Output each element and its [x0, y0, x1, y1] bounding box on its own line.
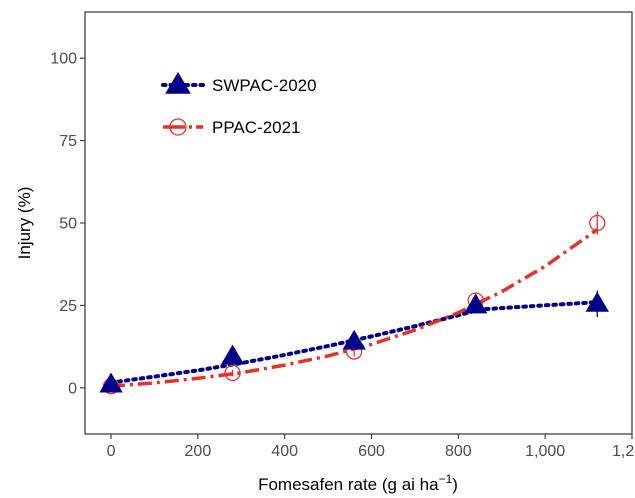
data-point-triangle [464, 293, 488, 314]
y-axis: 0 25 50 75 100 [50, 51, 85, 397]
y-axis-title: Injury (%) [15, 187, 34, 260]
data-point-triangle [342, 329, 366, 350]
x-axis-title-superscript: −1 [439, 472, 453, 486]
data-point-circle [224, 364, 241, 382]
data-points [99, 211, 609, 395]
data-point-triangle [220, 344, 245, 365]
data-point-triangle [99, 372, 123, 393]
x-tick-label: 1,200 [612, 443, 635, 460]
legend-label: PPAC-2021 [212, 118, 301, 137]
legend-label: SWPAC-2020 [212, 76, 317, 95]
x-axis-title-suffix: ) [452, 475, 458, 494]
x-tick-label: 0 [107, 443, 116, 460]
fit-line-series-1 [110, 228, 599, 388]
x-tick-label: 600 [358, 443, 385, 460]
x-tick-label: 800 [445, 443, 472, 460]
x-axis: 0 200 400 600 800 1,000 1,200 [107, 434, 635, 460]
data-point-circle [589, 214, 606, 232]
legend: SWPAC-2020 PPAC-2021 [161, 71, 317, 137]
plot-panel [84, 11, 633, 435]
x-tick-label: 400 [271, 443, 298, 460]
y-tick-label: 75 [59, 133, 77, 150]
x-tick-label: 200 [185, 443, 212, 460]
legend-circle-marker [169, 118, 187, 136]
y-tick-label: 0 [68, 380, 77, 397]
x-axis-title: Fomesafen rate (g ai ha−1) [258, 472, 458, 494]
data-point-triangle [585, 291, 609, 312]
x-axis-title-main: Fomesafen rate (g ai ha [258, 475, 439, 494]
y-tick-label: 25 [59, 298, 77, 315]
legend-triangle-marker [165, 71, 191, 94]
y-tick-label: 50 [59, 216, 77, 233]
x-tick-label: 1,000 [525, 443, 565, 460]
y-tick-label: 100 [50, 51, 77, 68]
